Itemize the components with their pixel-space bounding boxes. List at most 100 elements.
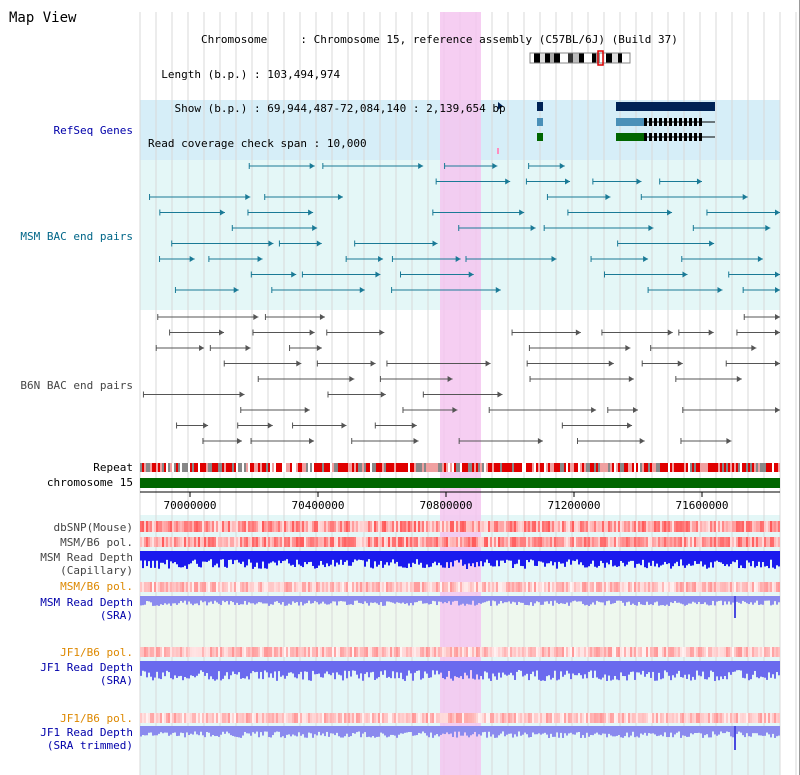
track-label-msm-bac[interactable]: MSM BAC end pairs bbox=[20, 230, 133, 243]
track-label-jf1-read-depth-sra-sub: (SRA) bbox=[99, 674, 133, 687]
heat-cell bbox=[290, 647, 292, 657]
depth-bar bbox=[612, 661, 614, 680]
heat-cell bbox=[442, 647, 444, 657]
depth-bar bbox=[510, 726, 512, 734]
heat-cell bbox=[588, 582, 590, 592]
depth-bar bbox=[564, 551, 566, 567]
depth-bar bbox=[258, 661, 260, 679]
heat-cell bbox=[396, 537, 398, 547]
heat-cell bbox=[614, 582, 616, 592]
heat-cell bbox=[518, 537, 520, 547]
depth-bar bbox=[588, 726, 590, 737]
heat-cell bbox=[318, 713, 320, 723]
heat-cell bbox=[326, 582, 328, 592]
heat-cell bbox=[232, 537, 234, 547]
depth-bar bbox=[558, 661, 560, 680]
depth-bar bbox=[698, 661, 700, 676]
depth-bar bbox=[710, 661, 712, 671]
heat-cell bbox=[348, 713, 350, 723]
msm-bac-pair-end bbox=[432, 240, 438, 247]
depth-bar bbox=[142, 551, 144, 569]
heat-cell bbox=[330, 647, 332, 657]
depth-bar bbox=[358, 661, 360, 679]
depth-bar bbox=[482, 661, 484, 680]
heat-cell bbox=[168, 647, 170, 657]
repeat-segment bbox=[190, 463, 192, 472]
heat-cell bbox=[436, 647, 438, 657]
depth-bar bbox=[542, 661, 544, 681]
heat-cell bbox=[352, 713, 354, 723]
ideogram-band bbox=[568, 53, 573, 63]
heat-cell bbox=[736, 521, 738, 532]
b6n-bac-pair-end bbox=[485, 360, 491, 367]
msm-bac-pair-end bbox=[530, 225, 536, 231]
track-label-b6n-bac[interactable]: B6N BAC end pairs bbox=[20, 379, 133, 392]
heat-cell bbox=[460, 521, 462, 532]
heat-cell bbox=[144, 713, 146, 723]
depth-bar bbox=[448, 661, 450, 671]
heat-cell bbox=[512, 521, 514, 532]
ideogram-band bbox=[622, 53, 630, 63]
msm-bac-pair-end bbox=[455, 256, 461, 262]
heat-cell bbox=[692, 647, 694, 657]
heat-cell bbox=[180, 582, 182, 592]
repeat-segment bbox=[434, 463, 436, 472]
depth-bar bbox=[144, 596, 146, 605]
msm-bac-pair-end bbox=[717, 287, 723, 293]
depth-bar bbox=[348, 596, 350, 605]
depth-bar bbox=[558, 596, 560, 605]
depth-bar bbox=[606, 596, 608, 602]
heat-cell bbox=[666, 537, 668, 547]
track-label-refseq[interactable]: RefSeq Genes bbox=[53, 124, 133, 137]
depth-bar bbox=[576, 726, 578, 733]
depth-bar bbox=[552, 596, 554, 606]
repeat-segment bbox=[628, 463, 630, 472]
heat-cell bbox=[270, 582, 272, 592]
repeat-segment bbox=[772, 463, 774, 472]
depth-bar bbox=[456, 726, 458, 738]
heat-cell bbox=[180, 537, 182, 547]
heat-cell bbox=[750, 537, 752, 547]
depth-bar bbox=[458, 596, 460, 606]
depth-bar bbox=[368, 551, 370, 560]
depth-bar bbox=[418, 551, 420, 565]
b6n-bac-pair-end bbox=[203, 422, 209, 429]
heat-cell bbox=[640, 582, 642, 592]
depth-bar bbox=[432, 551, 434, 564]
heat-cell bbox=[254, 521, 256, 532]
depth-bar bbox=[186, 596, 188, 605]
heat-cell bbox=[230, 713, 232, 723]
heat-cell bbox=[560, 537, 562, 547]
b6n-bac-pair-end bbox=[447, 376, 453, 382]
heat-cell bbox=[282, 713, 284, 723]
depth-bar bbox=[412, 661, 414, 681]
depth-bar bbox=[720, 661, 722, 677]
depth-bar bbox=[364, 726, 366, 733]
heat-cell bbox=[716, 647, 718, 657]
depth-bar bbox=[512, 596, 514, 602]
heat-cell bbox=[776, 582, 778, 592]
heat-cell bbox=[652, 713, 654, 723]
depth-bar bbox=[670, 726, 672, 733]
depth-bar bbox=[230, 551, 232, 560]
depth-bar bbox=[560, 661, 562, 672]
heat-cell bbox=[206, 647, 208, 657]
depth-bar bbox=[224, 551, 226, 567]
depth-bar bbox=[646, 596, 648, 602]
heat-cell bbox=[368, 713, 370, 723]
depth-bar bbox=[566, 596, 568, 603]
repeat-segment bbox=[558, 463, 560, 472]
heat-cell bbox=[504, 521, 506, 532]
heat-cell bbox=[706, 537, 708, 547]
heat-cell bbox=[412, 713, 414, 723]
depth-bar bbox=[406, 726, 408, 733]
heat-cell bbox=[216, 521, 218, 532]
heat-cell bbox=[718, 537, 720, 547]
depth-bar bbox=[346, 596, 348, 605]
depth-bar bbox=[590, 726, 592, 735]
repeat-segment bbox=[232, 463, 234, 472]
heat-cell bbox=[760, 647, 762, 657]
depth-bar bbox=[374, 726, 376, 738]
heat-cell bbox=[490, 537, 492, 547]
